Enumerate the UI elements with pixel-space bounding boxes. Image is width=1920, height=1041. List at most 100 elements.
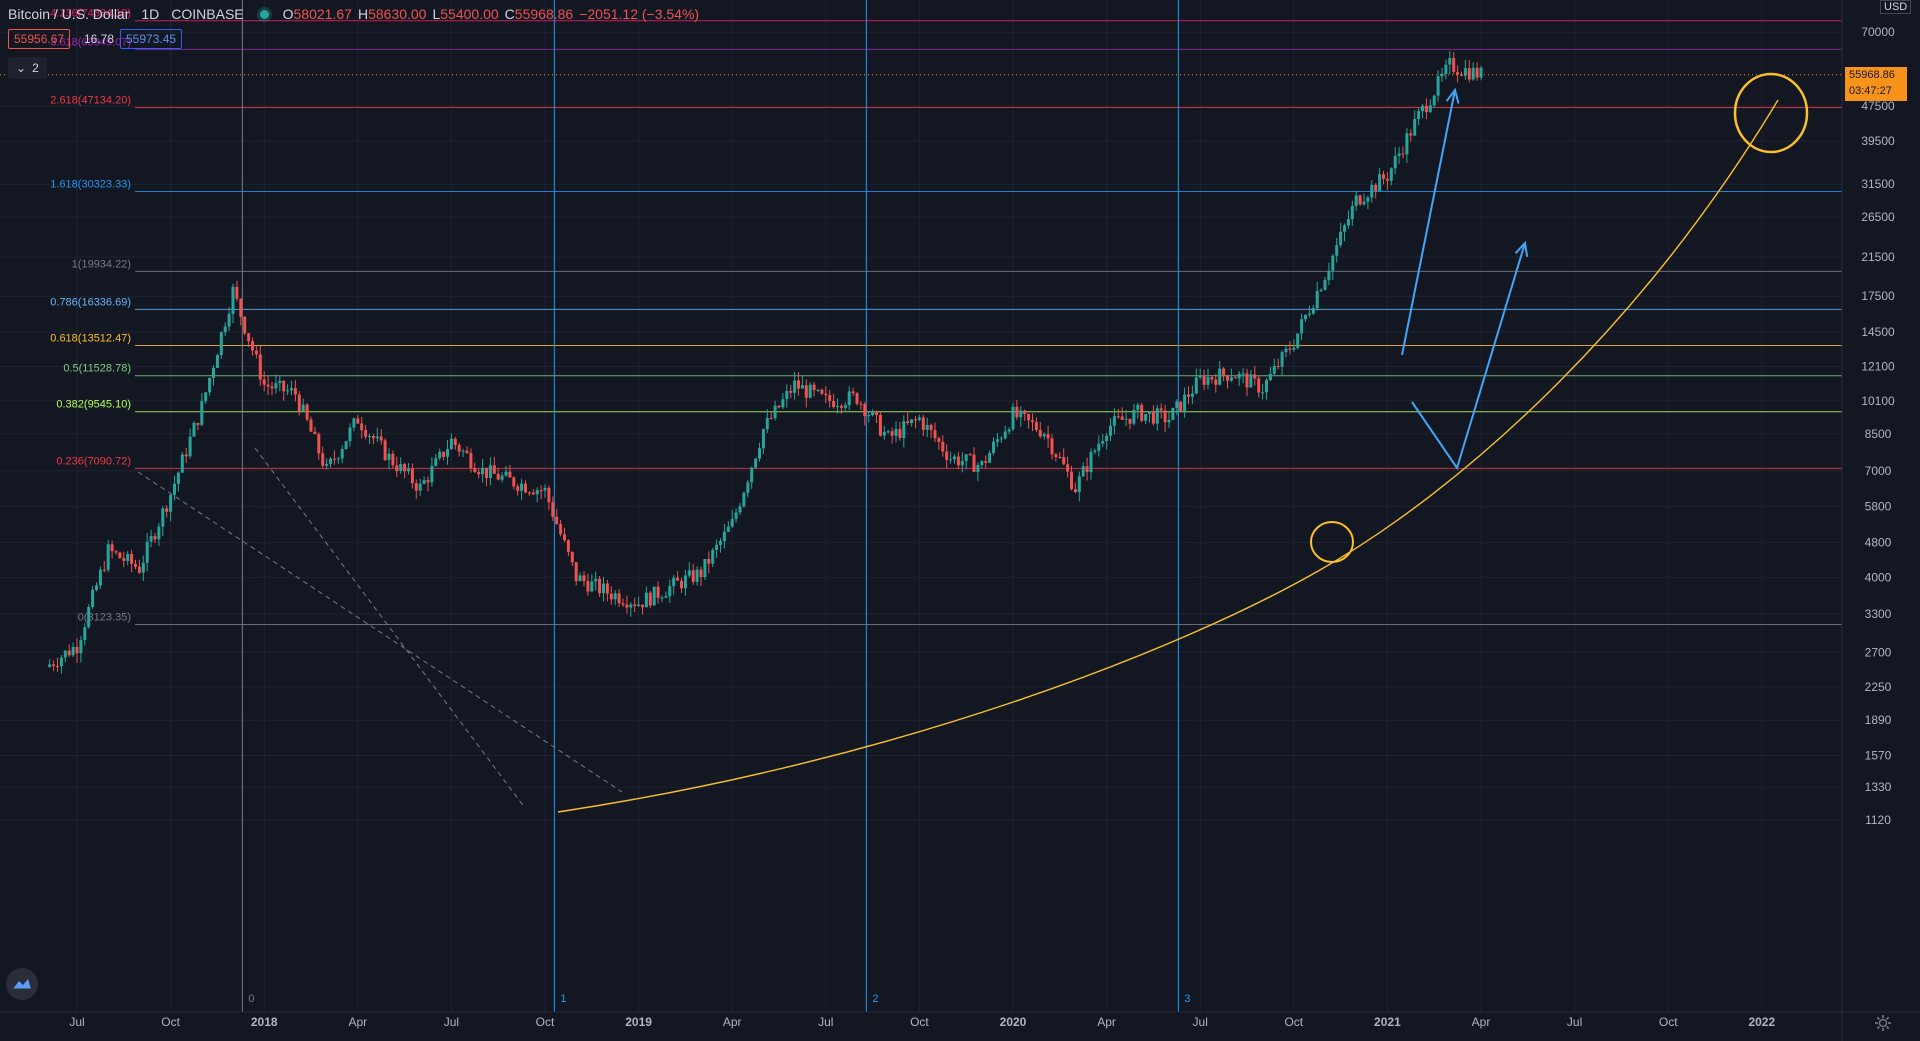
fib-level[interactable]: 4.236(74334.18) (50, 8, 1842, 22)
projection-arrow-up[interactable] (1401, 87, 1460, 356)
tradingview-logo-icon[interactable] (6, 968, 38, 1000)
parabolic-curve[interactable] (557, 99, 1779, 813)
cycle-line[interactable]: 1 (553, 0, 566, 1012)
candle (1432, 94, 1436, 108)
fib-level[interactable]: 2.618(47134.20) (50, 94, 1842, 108)
candle (1331, 253, 1335, 280)
candle (1136, 402, 1140, 419)
symbol-legend[interactable]: Bitcoin / U.S. Dollar 1D COINBASE O 58021… (8, 4, 705, 24)
fib-level[interactable]: 0.5(11528.78) (63, 363, 1842, 377)
fib-level[interactable]: 1.618(30323.33) (50, 179, 1842, 193)
fib-level[interactable]: 0.382(9545.10) (56, 399, 1842, 413)
candle (141, 555, 145, 582)
candle (223, 322, 227, 337)
time-tick-label: 2021 (1374, 1015, 1401, 1029)
candle (1382, 170, 1385, 185)
gear-icon[interactable] (1872, 1012, 1894, 1034)
candle (340, 445, 344, 464)
price-tick-label: 3300 (1865, 607, 1892, 621)
fib-level[interactable]: 3.618(63945.07) (50, 36, 1842, 50)
candle (1167, 411, 1171, 428)
candle (1093, 448, 1097, 455)
candle (106, 539, 110, 573)
candle (746, 479, 750, 498)
target-circle[interactable] (1733, 72, 1809, 154)
cycle-marker-label: 1 (560, 993, 566, 1005)
candle (992, 437, 995, 456)
candle (824, 386, 828, 403)
candle (321, 446, 325, 469)
indicators-toggle-button[interactable]: ⌄ 2 (8, 57, 47, 79)
candle (914, 416, 917, 429)
bid-price[interactable]: 55956.67 (8, 29, 71, 49)
candle (1397, 146, 1401, 164)
candle (1241, 368, 1245, 384)
price-series (48, 51, 1483, 674)
candle (446, 440, 449, 465)
candle (485, 467, 488, 487)
cycle-line[interactable]: 0 (241, 0, 254, 1012)
chart-grid (0, 0, 1842, 1012)
candle (1062, 448, 1066, 466)
fib-label: 2.618(47134.20) (50, 94, 131, 106)
candle (863, 401, 867, 426)
candle (1148, 411, 1151, 423)
symbol-name[interactable]: Bitcoin / U.S. Dollar (8, 6, 130, 22)
time-tick-label: Jul (444, 1015, 459, 1029)
candle (508, 465, 512, 478)
candle (871, 409, 875, 417)
price-tick-label: 70000 (1861, 25, 1895, 39)
low-value: 55400.00 (440, 6, 499, 22)
cycle-line[interactable]: 2 (865, 0, 878, 1012)
candle (325, 458, 329, 470)
currency-label[interactable]: USD (1880, 0, 1912, 14)
ask-price[interactable]: 55973.45 (120, 29, 183, 49)
fib-level[interactable]: 0.618(13512.47) (50, 332, 1842, 346)
fib-level[interactable]: 0.236(7090.72) (56, 455, 1842, 469)
candle (1163, 404, 1167, 432)
candle (1343, 223, 1346, 242)
candle (1346, 210, 1350, 229)
candle (204, 391, 208, 404)
candle (656, 581, 660, 604)
indicators-count: 2 (32, 61, 39, 75)
open-value: 58021.67 (293, 6, 352, 22)
candle (1467, 60, 1471, 83)
candle (976, 462, 980, 482)
interval[interactable]: 1D (141, 6, 160, 22)
cycle-line[interactable]: 3 (1177, 0, 1190, 1012)
candle (130, 549, 134, 572)
candle (1385, 172, 1389, 190)
high-key: H (357, 6, 369, 22)
projection-arrow-zigzag[interactable] (1411, 240, 1529, 471)
candle (1175, 399, 1179, 416)
fib-level[interactable]: 1(19934.22) (72, 258, 1842, 272)
candle (332, 450, 336, 465)
candle (1448, 51, 1452, 75)
candle (110, 540, 114, 559)
time-tick-label: 2018 (251, 1015, 278, 1029)
candle (1393, 146, 1397, 175)
fib-level[interactable]: 0(3123.35) (78, 612, 1842, 626)
candle (605, 579, 609, 602)
candle (641, 604, 644, 615)
candle (329, 456, 332, 468)
candle (1452, 51, 1456, 75)
time-tick-label: 2020 (1000, 1015, 1027, 1029)
candle (836, 398, 839, 414)
candle (968, 452, 972, 456)
highlight-circle[interactable] (1310, 521, 1354, 563)
candle (348, 423, 352, 447)
candle (169, 494, 173, 522)
price-tick-label: 2700 (1865, 645, 1892, 659)
candle (555, 508, 559, 526)
candle (902, 415, 906, 448)
candle (949, 451, 953, 464)
candle (820, 388, 824, 395)
price-tick-label: 14500 (1861, 325, 1895, 339)
bear-channel[interactable] (137, 447, 623, 809)
fib-level[interactable]: 0.786(16336.69) (50, 296, 1842, 310)
time-tick-label: Jul (1193, 1015, 1208, 1029)
candle (1280, 350, 1284, 376)
